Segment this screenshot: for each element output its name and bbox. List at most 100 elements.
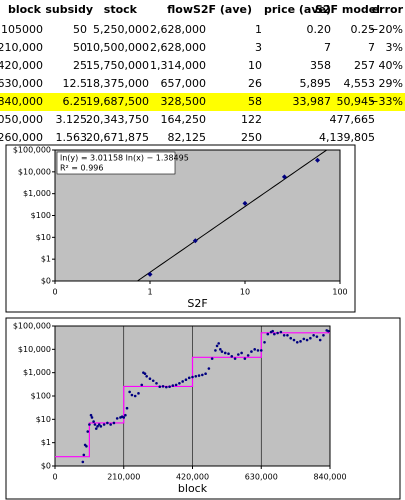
table-cell: 50 (73, 23, 87, 36)
y-tick-label: $100,000 (13, 322, 51, 331)
data-point (207, 367, 211, 370)
data-point (271, 329, 275, 333)
data-point (88, 423, 91, 426)
table-cell: 82,125 (168, 131, 207, 144)
annotation: R² = 0.996 (60, 164, 103, 173)
table-cell: 3% (386, 41, 403, 54)
row-highlight (0, 93, 405, 111)
data-point (302, 337, 306, 341)
x-tick-label: 0 (52, 473, 57, 482)
y-tick-label: $10 (36, 233, 51, 242)
y-tick-label: $100 (31, 211, 51, 220)
data-point (128, 390, 131, 394)
x-tick-label: 630,000 (245, 473, 278, 482)
data-point (137, 392, 140, 395)
y-tick-label: $10,000 (18, 345, 51, 354)
column-header: stock (104, 3, 138, 16)
data-point (281, 174, 287, 180)
table-cell: 840,000 (0, 95, 43, 108)
table-cell: 5,250,000 (93, 23, 149, 36)
data-point (148, 377, 152, 381)
table-cell: 164,250 (161, 113, 207, 126)
data-point (82, 453, 86, 457)
table-cell: 19,687,500 (86, 95, 149, 108)
data-point (214, 349, 217, 352)
annotation: ln(y) = 3.01158 ln(x) − 1.38495 (60, 154, 189, 163)
table-cell: 657,000 (161, 77, 207, 90)
data-point (133, 394, 137, 398)
data-point (315, 157, 321, 163)
table-cell: 477,665 (330, 113, 376, 126)
table-cell: −33% (369, 95, 403, 108)
data-point (194, 374, 198, 378)
data-point (256, 349, 260, 352)
data-point (187, 376, 191, 380)
column-header: subsidy (45, 3, 93, 16)
data-point (253, 348, 257, 351)
annotation-box (56, 151, 176, 175)
data-point (305, 338, 309, 342)
trendline (136, 150, 328, 281)
data-point (89, 413, 93, 417)
data-point (289, 336, 293, 340)
column-header: error (372, 3, 404, 16)
table-cell: 1,050,000 (0, 113, 43, 126)
column-header: price (ave) (264, 3, 331, 16)
y-tick-label: $10 (36, 415, 51, 424)
data-point (220, 350, 224, 353)
data-point (322, 333, 325, 337)
y-tick-label: $100,000 (13, 146, 51, 155)
data-point (165, 385, 168, 389)
data-point (94, 427, 98, 430)
data-point (237, 353, 240, 356)
data-point (263, 341, 266, 344)
table-cell: 1,314,000 (150, 59, 206, 72)
table-cell: 630,000 (0, 77, 43, 90)
data-point (92, 420, 95, 423)
table-cell: 6.25 (63, 95, 88, 108)
table-cell: 105000 (1, 23, 43, 36)
table-cell: 3.125 (56, 113, 88, 126)
data-point (178, 382, 181, 385)
data-point (243, 357, 247, 360)
table-cell: 2,628,000 (150, 41, 206, 54)
chart: $0 $1 $10 $100 $1,000 $10,000 $100,000 0 1 10 100 S… (13, 146, 348, 311)
table-cell: 1,260,000 (0, 131, 43, 144)
table-cell: 4,139,805 (319, 131, 375, 144)
data-point (115, 417, 119, 420)
x-tick-label: 10 (240, 288, 250, 297)
x-axis-label: block (178, 482, 208, 495)
data-point (97, 423, 101, 426)
table-cell: 7 (324, 41, 331, 54)
table-cell: 0.25 (351, 23, 376, 36)
x-tick-label: 840,000 (313, 473, 346, 482)
data-point (292, 338, 296, 342)
data-point (282, 333, 286, 337)
x-tick-label: 100 (332, 288, 347, 297)
data-point (266, 332, 270, 336)
data-point (99, 425, 103, 428)
data-point (86, 430, 90, 433)
data-point (197, 374, 201, 377)
data-point (219, 348, 222, 351)
table-cell: 25 (73, 59, 87, 72)
table-cell: 40% (379, 59, 403, 72)
data-point (250, 350, 253, 353)
table-cell: 33,987 (293, 95, 332, 108)
table-cell: 18,375,000 (86, 77, 149, 90)
x-axis-label: S2F (187, 297, 207, 310)
data-point (327, 329, 330, 333)
data-point (217, 342, 220, 345)
data-point (96, 425, 99, 428)
data-point (242, 200, 248, 206)
table-cell: 257 (354, 59, 375, 72)
data-point (106, 421, 109, 425)
data-point (171, 384, 175, 387)
table-cell: −20% (369, 23, 403, 36)
table-cell: 1.563 (56, 131, 88, 144)
table-cell: 20,343,750 (86, 113, 149, 126)
table-cell: 2,628,000 (150, 23, 206, 36)
data-point (155, 382, 158, 385)
column-header: block (8, 3, 42, 16)
data-point (295, 341, 299, 344)
